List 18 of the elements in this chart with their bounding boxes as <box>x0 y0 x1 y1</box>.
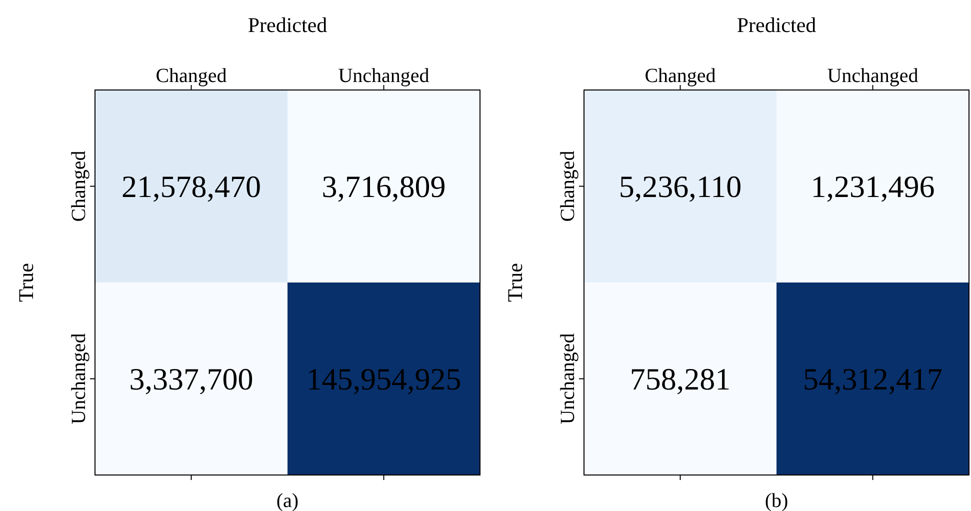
data-label: 54,312,417 <box>803 361 942 396</box>
data-label: 758,281 <box>630 361 731 396</box>
x-tick-label: Unchanged <box>338 65 430 87</box>
x-tick-label: Changed <box>644 65 716 87</box>
x-axis-title: Predicted <box>736 13 817 37</box>
x-tick-label: Unchanged <box>827 65 918 87</box>
text: (a) <box>276 490 299 511</box>
data-label: 3,337,700 <box>129 361 254 396</box>
data-label: 3,716,809 <box>322 168 446 204</box>
data-label: 21,578,470 <box>122 168 261 204</box>
text: (b) <box>764 490 788 511</box>
y-axis-title: True <box>14 263 38 302</box>
x-tick-label: Changed <box>156 65 227 87</box>
y-axis-title: True <box>503 263 527 302</box>
data-label: 1,231,496 <box>810 168 935 204</box>
x-axis-title: Predicted <box>248 13 328 37</box>
data-label: 5,236,110 <box>618 168 742 204</box>
data-label: 145,954,925 <box>306 361 462 396</box>
